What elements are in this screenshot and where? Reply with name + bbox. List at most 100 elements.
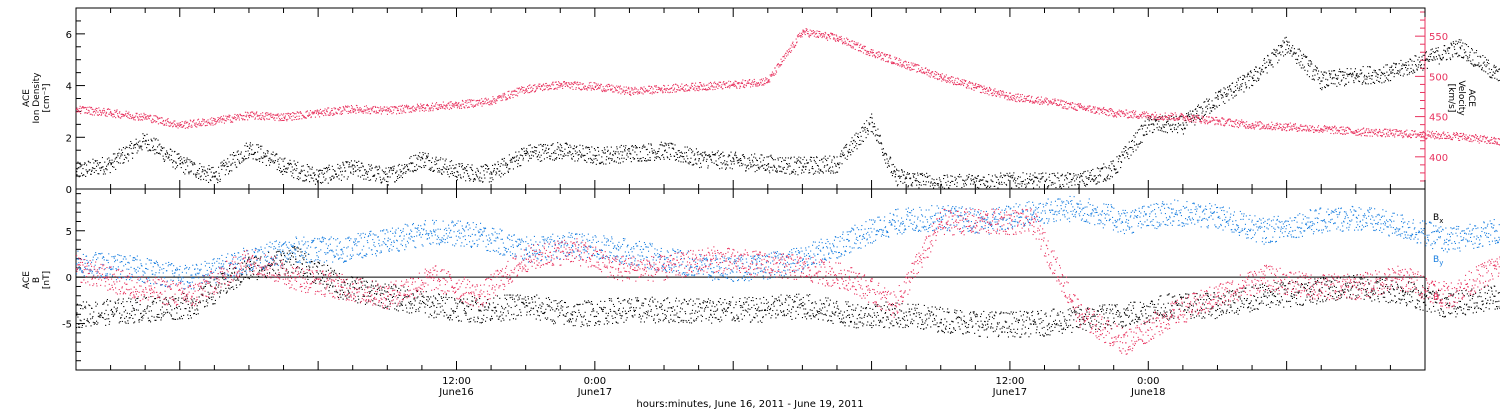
density-series-sample-990	[526, 151, 528, 153]
density-series-sample-1416	[720, 162, 722, 164]
velocity-series-sample-540	[321, 113, 323, 115]
density-series-sample-2527	[1258, 78, 1260, 80]
density-series-sample-1465	[742, 154, 744, 156]
density-series-sample-2139	[1081, 179, 1083, 181]
density-series-sample-1321	[677, 157, 679, 159]
density-series-sample-2394	[1197, 104, 1199, 106]
density-series-sample-2756	[1362, 66, 1364, 68]
velocity-series-sample-511	[308, 112, 310, 114]
density-series-sample-920	[494, 164, 496, 166]
density-series-sample-479	[294, 168, 296, 170]
density-series-sample-2226	[1121, 151, 1123, 153]
density-series-sample-1524	[769, 155, 771, 157]
velocity-series-sample-411	[263, 117, 265, 119]
velocity-series-sample-417	[265, 112, 267, 114]
density-series-sample-2842	[1401, 68, 1403, 70]
density-series-sample-1697	[848, 151, 850, 153]
density-series-sample-660	[376, 166, 378, 168]
velocity-series-sample-686	[388, 108, 390, 110]
velocity-series-sample-151	[144, 117, 146, 119]
density-series-sample-3010	[1478, 62, 1480, 64]
density-series-sample-428	[270, 153, 272, 155]
density-series-sample-2547	[1267, 55, 1269, 57]
density-series-sample-2170	[1095, 177, 1097, 179]
density-series-sample-2042	[1028, 178, 1030, 180]
density-series-sample-2810	[1387, 78, 1389, 80]
velocity-series-sample-530	[317, 110, 319, 112]
density-series-sample-1653	[828, 170, 830, 172]
density-series-sample-2119	[1070, 181, 1072, 183]
density-series-sample-295	[210, 180, 212, 182]
density-series-sample-1244	[642, 145, 644, 147]
density-series-sample-1783	[887, 162, 889, 164]
density-series-sample-2344	[1175, 124, 1177, 126]
density-series-sample-1740	[867, 130, 869, 132]
density-series-sample-643	[368, 179, 370, 181]
density-series-sample-1870	[928, 181, 930, 183]
velocity-series-sample-273	[200, 123, 202, 125]
density-series-sample-2382	[1192, 110, 1194, 112]
density-series-sample-1578	[794, 161, 796, 163]
density-series-sample-362	[240, 151, 242, 153]
density-series-sample-602	[350, 171, 352, 173]
density-series-sample-65	[105, 168, 107, 170]
density-series-sample-2920	[1437, 50, 1439, 52]
density-series-sample-1025	[542, 145, 544, 147]
velocity-series-sample-322	[222, 119, 224, 121]
density-series-sample-1581	[795, 161, 797, 163]
density-series-sample-2195	[1107, 178, 1109, 180]
density-series-sample-1755	[874, 135, 876, 137]
velocity-series-sample-712	[400, 108, 402, 110]
density-series-sample-101	[122, 152, 124, 154]
density-series-sample-1571	[791, 172, 793, 174]
density-series-sample-1176	[611, 159, 613, 161]
density-series-sample-2396	[1198, 106, 1200, 108]
density-series-sample-2215	[1116, 156, 1118, 158]
density-series-sample-716	[401, 177, 403, 179]
velocity-series-sample-406	[260, 119, 262, 121]
density-series-sample-1184	[614, 153, 616, 155]
density-series-sample-1741	[868, 122, 870, 124]
density-series-sample-135	[137, 150, 139, 152]
density-series-sample-313	[218, 172, 220, 174]
density-series-sample-2544	[1266, 61, 1268, 63]
density-series-sample-425	[269, 157, 271, 159]
density-series-sample-2637	[1308, 60, 1310, 62]
velocity-series-sample-724	[405, 106, 407, 108]
density-series-sample-1133	[591, 159, 593, 161]
density-series-sample-948	[507, 170, 509, 172]
density-series-sample-2876	[1417, 59, 1419, 61]
density-series-sample-2146	[1085, 185, 1087, 187]
density-series-sample-47	[97, 173, 99, 175]
velocity-series-sample-166	[151, 122, 153, 124]
density-series-sample-485	[296, 178, 298, 180]
density-series-sample-1464	[742, 163, 744, 165]
density-series-sample-835	[456, 176, 458, 178]
density-series-sample-1139	[594, 154, 596, 156]
velocity-series-sample-469	[289, 117, 291, 119]
velocity-series-sample-584	[341, 113, 343, 115]
density-series-sample-83	[113, 160, 115, 162]
density-series-sample-2203	[1111, 170, 1113, 172]
density-series-sample-2715	[1344, 85, 1346, 87]
density-series-sample-1044	[551, 153, 553, 155]
density-series-sample-573	[336, 176, 338, 178]
density-series-sample-1141	[595, 158, 597, 160]
density-series-sample-400	[258, 146, 260, 148]
density-series-sample-965	[515, 151, 517, 153]
density-series-sample-1456	[738, 158, 740, 160]
density-series-sample-2614	[1298, 55, 1300, 57]
density-series-sample-1448	[735, 151, 737, 153]
density-series-sample-609	[353, 171, 355, 173]
density-series-sample-104	[123, 162, 125, 164]
density-series-sample-1161	[604, 149, 606, 151]
density-series-sample-2944	[1448, 52, 1450, 54]
density-series-sample-2435	[1216, 106, 1218, 108]
velocity-series-sample-442	[277, 114, 279, 116]
velocity-series-sample-656	[374, 105, 376, 107]
density-series-sample-387	[252, 144, 254, 146]
density-series-sample-810	[444, 160, 446, 162]
density-series-sample-1030	[544, 144, 546, 146]
density-series-sample-1527	[771, 156, 773, 158]
density-series-sample-1020	[540, 143, 542, 145]
